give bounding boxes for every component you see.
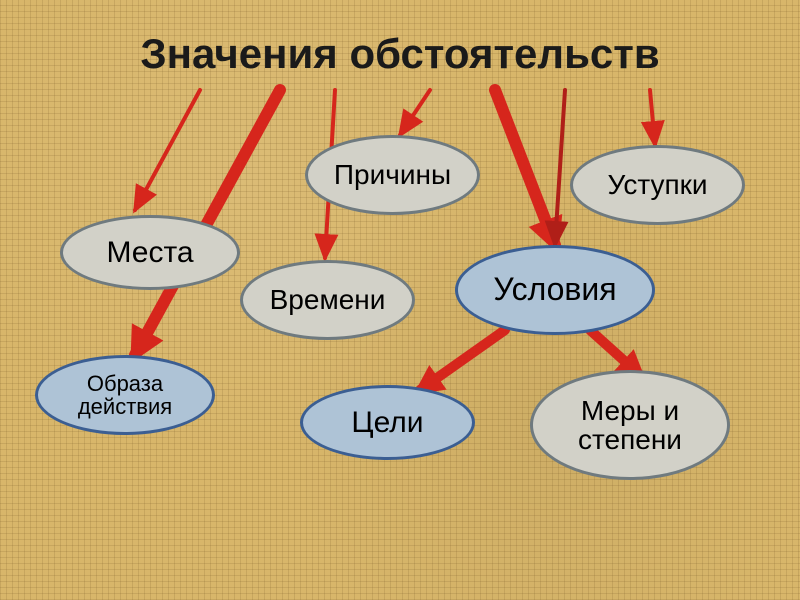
node-label: Условия (493, 273, 616, 307)
node-prichiny: Причины (305, 135, 480, 215)
node-ustupki: Уступки (570, 145, 745, 225)
node-obraza: Образа действия (35, 355, 215, 435)
node-usloviya: Условия (455, 245, 655, 335)
slide-title: Значения обстоятельств (0, 30, 800, 78)
node-label: Образа действия (42, 372, 208, 418)
node-label: Меры и степени (537, 396, 723, 455)
node-mesta: Места (60, 215, 240, 290)
node-vremeni: Времени (240, 260, 415, 340)
node-label: Цели (351, 407, 423, 439)
node-mery: Меры и степени (530, 370, 730, 480)
node-label: Места (106, 237, 193, 269)
node-label: Причины (334, 160, 451, 189)
node-celi: Цели (300, 385, 475, 460)
node-label: Уступки (607, 170, 707, 199)
node-label: Времени (270, 285, 386, 314)
